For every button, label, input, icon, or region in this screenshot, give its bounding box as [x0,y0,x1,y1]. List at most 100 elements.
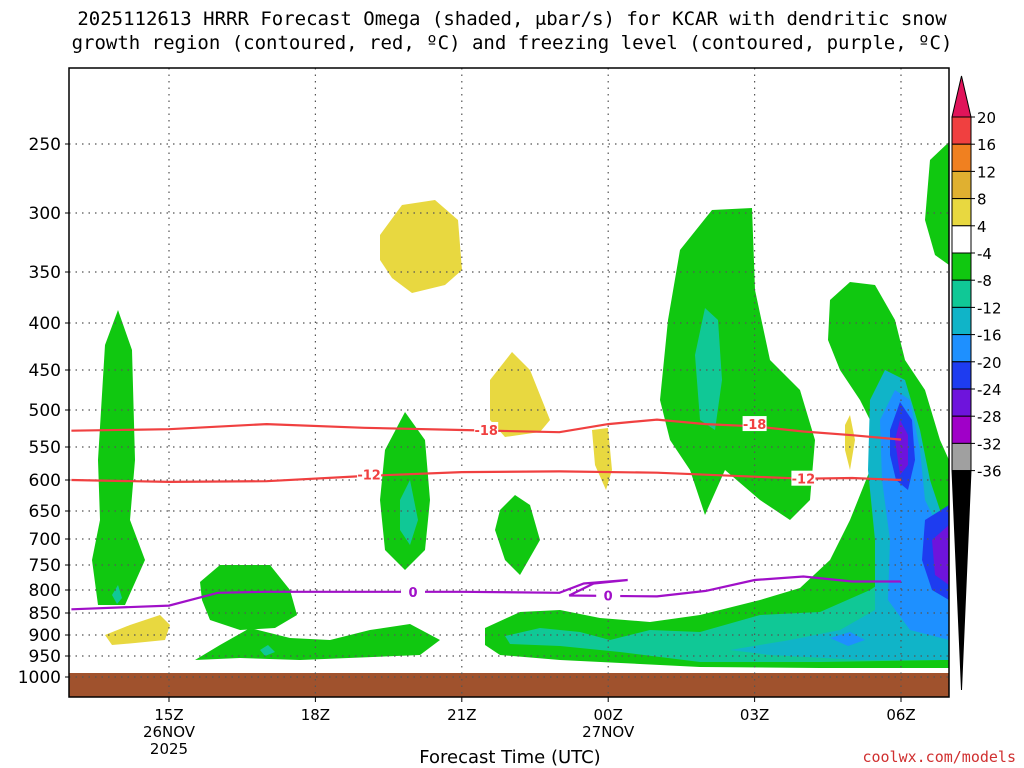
omega-region-green-low [485,390,949,668]
x-tick-label: 21Z [447,706,476,724]
colorbar-label: -24 [977,381,1002,399]
colorbar-swatch [951,116,972,145]
omega-region-teal-mid [695,308,722,430]
contour-label: 0 [408,586,417,601]
colorbar-swatch [951,198,972,227]
contour-lines [71,418,902,611]
contour-label: -12 [357,469,381,484]
contour-label: -18 [474,424,498,439]
colorbar-swatch [951,170,972,200]
chart-title-line2: growth region (contoured, red, ºC) and f… [71,32,953,54]
colorbar-label: -20 [977,354,1002,372]
contour-labels: -18 -18 -12 -12 0 0 [357,416,816,605]
colorbar-swatch [951,306,972,336]
credit-text: coolwx.com/models [862,748,1016,766]
omega-region-green-left [92,310,145,605]
x-tick-date: 27NOV [582,723,635,741]
contour-label-bg [742,416,767,432]
grid-lines [69,68,949,697]
contour-label-bg [401,583,425,599]
colorbar-swatch [951,388,972,417]
y-tick-label: 500 [29,401,61,421]
colorbar: 20 16 12 8 4 -4 -8 -12 -16 -20 -24 -28 -32 -36 [951,75,1002,691]
y-tick-label: 550 [29,438,61,458]
omega-region-purple-core-bottom [932,525,949,585]
y-tick-label: 700 [29,530,61,550]
colorbar-label: -32 [977,435,1002,453]
x-tick-label: 06Z [886,706,915,724]
colorbar-label: -36 [977,463,1002,481]
y-tick-label: 900 [29,626,61,646]
colorbar-label: 20 [977,109,996,127]
y-tick-label: 350 [29,263,61,283]
omega-region-yellow-550 [592,428,612,490]
x-axis-label: Forecast Time (UTC) [419,747,601,768]
contour-label: -12 [792,473,816,488]
chart-title-line1: 2025112613 HRRR Forecast Omega (shaded, … [77,8,947,30]
omega-region-yellow-900 [105,615,170,645]
contour-label-bg [474,421,499,437]
y-tick-label: 950 [29,647,61,667]
colorbar-swatch [951,415,972,444]
omega-region-teal-20z [400,480,418,545]
omega-region-green-topright [925,142,949,265]
x-tick-date: 26NOV [143,723,196,741]
contour-label-bg [357,466,382,482]
contour-label-bg [791,470,816,486]
colorbar-swatch [951,252,972,281]
contour-label-bg [596,587,621,603]
colorbar-label: -16 [977,327,1002,345]
y-tick-label: 750 [29,556,61,576]
colorbar-swatch [951,279,972,308]
colorbar-swatch [951,225,972,254]
omega-region-yellow-450 [490,352,550,437]
colorbar-label: 8 [977,191,987,209]
contour-label: 0 [604,590,613,605]
y-tick-label: 600 [29,471,61,491]
y-tick-label: 650 [29,502,61,522]
colorbar-label: -12 [977,299,1002,317]
omega-region-teal-low-left [260,645,275,656]
contour-line [71,470,902,484]
y-tick-label: 250 [29,135,61,155]
plot-frame [68,67,950,698]
y-axis: 2503003504004505005506006507007508008509… [18,135,69,688]
colorbar-swatch [951,442,972,472]
omega-region-yellow-550-right [845,415,855,470]
omega-region-green-22z [495,495,540,575]
x-tick-label: 00Z [594,706,623,724]
x-tick-year: 2025 [150,740,188,758]
y-tick-label: 800 [29,581,61,601]
x-tick-label: 18Z [301,706,330,724]
contour-line [71,575,901,611]
y-tick-label: 400 [29,314,61,334]
colorbar-swatch [951,334,972,363]
omega-region-yellow-300 [380,200,462,293]
omega-shading [92,142,949,668]
omega-region-green-16z [200,565,297,630]
contour-line [71,418,902,441]
colorbar-label: 4 [977,218,987,236]
colorbar-top-arrow [951,75,972,118]
colorbar-label: 16 [977,136,996,154]
colorbar-label: 12 [977,163,996,181]
colorbar-bottom-arrow [951,470,972,691]
y-tick-label: 850 [29,604,61,624]
colorbar-swatch [951,361,972,390]
y-tick-label: 300 [29,204,61,224]
contour-label: -18 [743,418,767,433]
y-tick-label: 450 [29,361,61,381]
y-tick-label: 1000 [18,668,61,688]
colorbar-label: -28 [977,408,1002,426]
colorbar-label: -4 [977,245,992,263]
omega-region-green-mid [660,208,815,520]
ground-fill [69,673,949,697]
x-tick-label: 15Z [154,706,183,724]
omega-region-green-low-left [195,624,440,660]
colorbar-label: -8 [977,272,992,290]
colorbar-swatch [951,143,972,172]
omega-region-teal-left [112,585,122,604]
x-tick-label: 03Z [740,706,769,724]
